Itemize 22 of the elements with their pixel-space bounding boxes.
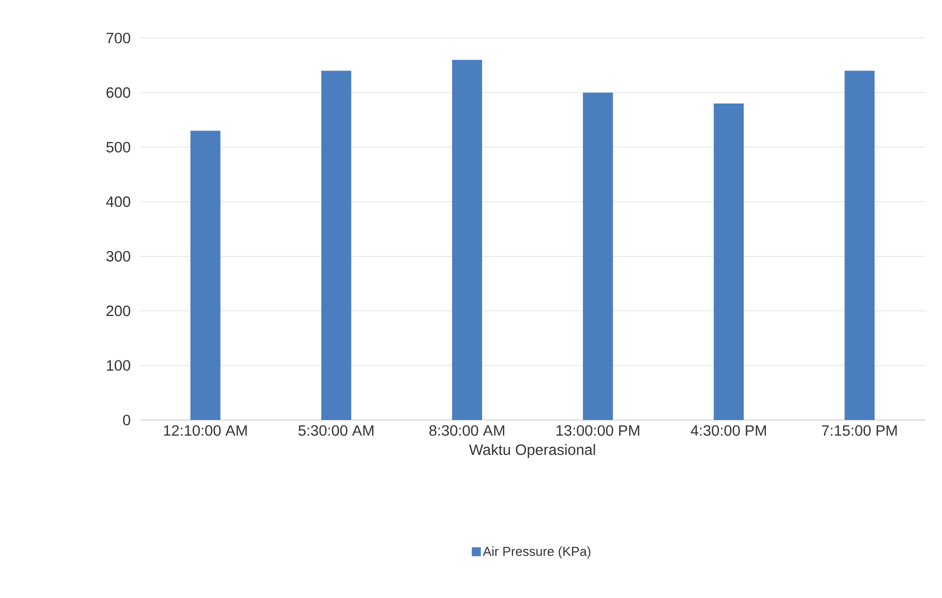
- bar: [844, 70, 875, 420]
- x-tick-label: 7:15:00 PM: [822, 425, 897, 436]
- x-tick-label: 8:30:00 AM: [429, 425, 504, 436]
- bar: [321, 70, 352, 420]
- y-tick-label: 300: [106, 250, 130, 262]
- y-tick-label: 400: [106, 196, 130, 208]
- y-tick-label: 500: [106, 142, 130, 152]
- x-axis-title: Waktu Operasional: [469, 444, 595, 458]
- y-tick-label: 0: [123, 414, 130, 426]
- x-tick-label: 5:30:00 AM: [298, 425, 374, 436]
- legend-label: Air Pressure (KPa): [482, 546, 590, 559]
- y-tick-label: 200: [106, 306, 130, 316]
- x-tick-label: 13:00:00 PM: [556, 425, 640, 436]
- bar: [714, 103, 744, 420]
- x-tick-label: 4:30:00 PM: [690, 425, 766, 436]
- x-tick-label: 12:10:00 AM: [164, 425, 247, 436]
- y-tick-label: 100: [106, 360, 130, 371]
- bar: [190, 130, 220, 420]
- bar: [582, 92, 613, 420]
- y-tick-label: 600: [106, 87, 130, 98]
- bar: [452, 60, 482, 420]
- y-tick-label: 700: [106, 32, 130, 44]
